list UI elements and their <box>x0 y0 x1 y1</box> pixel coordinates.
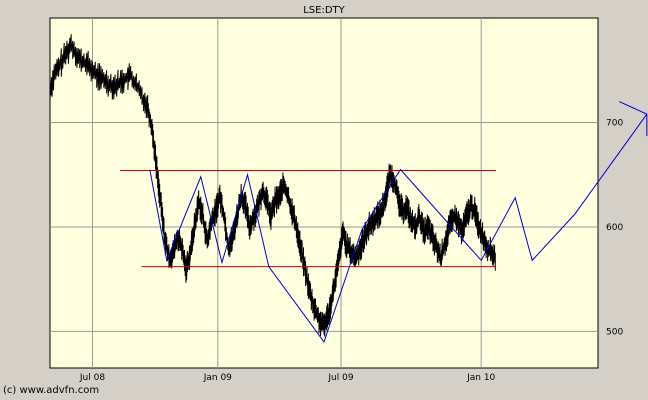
trend-projection <box>149 113 648 343</box>
y-tick-label: 700 <box>606 118 623 128</box>
arrow-wing <box>619 101 648 115</box>
y-tick-label: 600 <box>606 223 623 233</box>
plot-background <box>49 17 599 369</box>
price-series <box>49 34 496 337</box>
plot-area: 500 600 700 Jul 08 Jan 09 Jul 09 Jan 10 <box>49 17 648 383</box>
y-tick-label: 500 <box>606 327 623 337</box>
x-tick-label: Jul 08 <box>79 373 105 383</box>
x-tick-label: Jan 10 <box>466 373 495 383</box>
x-tick-label: Jul 09 <box>327 373 353 383</box>
x-tick-label: Jan 09 <box>203 373 232 383</box>
chart-title: LSE:DTY <box>303 5 345 16</box>
copyright-credit: (c) www.advfn.com <box>3 385 100 396</box>
